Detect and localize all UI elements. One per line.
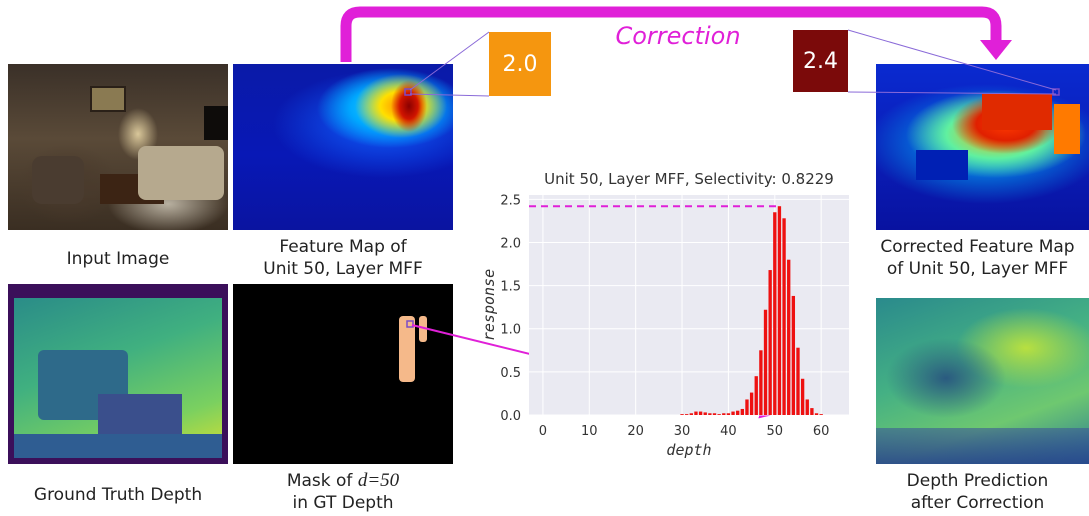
bar <box>712 413 717 415</box>
bar <box>685 414 689 415</box>
caption-mask-prefix: Mask of <box>286 471 358 491</box>
x-tick-label: 40 <box>720 424 737 439</box>
callout-before-value: 2.0 <box>489 32 551 96</box>
x-tick-label: 20 <box>627 424 644 439</box>
bar <box>698 411 703 415</box>
depth-prediction-panel <box>876 298 1089 464</box>
sofa <box>138 146 224 200</box>
bar <box>782 218 786 415</box>
tv <box>204 106 228 140</box>
corrected-map-marker <box>1052 88 1060 96</box>
bar <box>754 376 758 415</box>
correction-arrow <box>340 6 1002 62</box>
bar <box>791 295 796 415</box>
caption-feature-map: Feature Map of Unit 50, Layer MFF <box>218 236 468 280</box>
x-tick-label: 30 <box>674 424 691 439</box>
caption-feature-map-line2: Unit 50, Layer MFF <box>263 259 423 279</box>
y-tick-label: 2.5 <box>500 193 521 208</box>
bar <box>726 413 731 415</box>
y-tick-label: 1.0 <box>500 323 521 338</box>
bar <box>749 392 754 415</box>
caption-mask: Mask of d=50 in GT Depth <box>223 470 463 514</box>
y-tick-label: 2.0 <box>500 236 521 251</box>
chart-title: Unit 50, Layer MFF, Selectivity: 0.8229 <box>544 170 834 188</box>
bar <box>773 212 777 415</box>
y-axis-label: response <box>480 269 498 341</box>
x-tick-label: 50 <box>767 424 784 439</box>
callout2-line-bottom <box>847 91 1057 95</box>
bar <box>689 413 693 415</box>
ground-truth-depth-panel <box>8 284 228 464</box>
bar <box>703 412 707 415</box>
caption-input-image: Input Image <box>8 248 228 270</box>
bar <box>796 347 800 415</box>
caption-mask-line2: in GT Depth <box>292 493 394 513</box>
bar <box>694 411 698 415</box>
input-image <box>8 64 228 230</box>
bar <box>814 413 819 415</box>
caption-prediction-line1: Depth Prediction <box>906 471 1049 491</box>
callout2-line-top <box>847 29 1057 91</box>
caption-feature-map-line1: Feature Map of <box>279 237 407 257</box>
bar <box>810 408 814 415</box>
caption-mask-math: d=50 <box>357 470 400 491</box>
correction-arrowhead <box>980 40 1012 60</box>
picture-frame <box>90 86 126 112</box>
bar <box>805 399 809 415</box>
callout-after-value: 2.4 <box>793 30 848 92</box>
bar <box>787 259 791 415</box>
bar <box>680 414 684 415</box>
callout-line-top <box>409 31 490 91</box>
bar <box>759 350 763 415</box>
x-tick-label: 0 <box>539 424 547 439</box>
bar <box>717 414 721 415</box>
callout-line-bottom <box>409 93 490 97</box>
bar <box>740 408 745 415</box>
correction-label: Correction <box>615 22 740 50</box>
bar <box>736 410 740 415</box>
bar <box>777 206 782 415</box>
bar <box>708 413 712 415</box>
caption-mask-line1: Mask of d=50 <box>223 470 463 492</box>
bar <box>731 411 735 415</box>
plot-background <box>529 195 849 415</box>
caption-corrected: Corrected Feature Map of Unit 50, Layer … <box>866 236 1089 280</box>
caption-ground-truth: Ground Truth Depth <box>8 484 228 506</box>
bar <box>800 378 805 415</box>
y-tick-label: 0.0 <box>500 409 521 424</box>
bar <box>819 414 823 415</box>
mask-marker <box>406 320 414 328</box>
x-axis-label: depth <box>666 441 711 459</box>
mask-region <box>399 316 415 382</box>
y-tick-label: 1.5 <box>500 280 521 295</box>
caption-input-image-text: Input Image <box>66 249 170 269</box>
caption-corrected-line2: of Unit 50, Layer MFF <box>886 259 1069 279</box>
bar <box>745 399 749 415</box>
armchair <box>32 156 84 204</box>
x-tick-label: 10 <box>581 424 598 439</box>
x-tick-label: 60 <box>813 424 830 439</box>
y-tick-label: 0.5 <box>500 366 521 381</box>
caption-prediction-line2: after Correction <box>910 493 1045 513</box>
feature-map-panel <box>233 64 453 230</box>
mask-panel <box>233 284 453 464</box>
bar <box>763 309 768 415</box>
caption-corrected-line1: Corrected Feature Map <box>880 237 1075 257</box>
bar <box>768 270 772 415</box>
feature-map-marker <box>404 88 412 96</box>
caption-prediction: Depth Prediction after Correction <box>866 470 1089 514</box>
caption-ground-truth-text: Ground Truth Depth <box>33 485 203 505</box>
bar <box>722 413 726 415</box>
selectivity-chart: 0 10 20 30 40 50 60 0.0 0.5 1.0 1.5 2.0 2.5 Unit 50, … <box>480 170 849 459</box>
